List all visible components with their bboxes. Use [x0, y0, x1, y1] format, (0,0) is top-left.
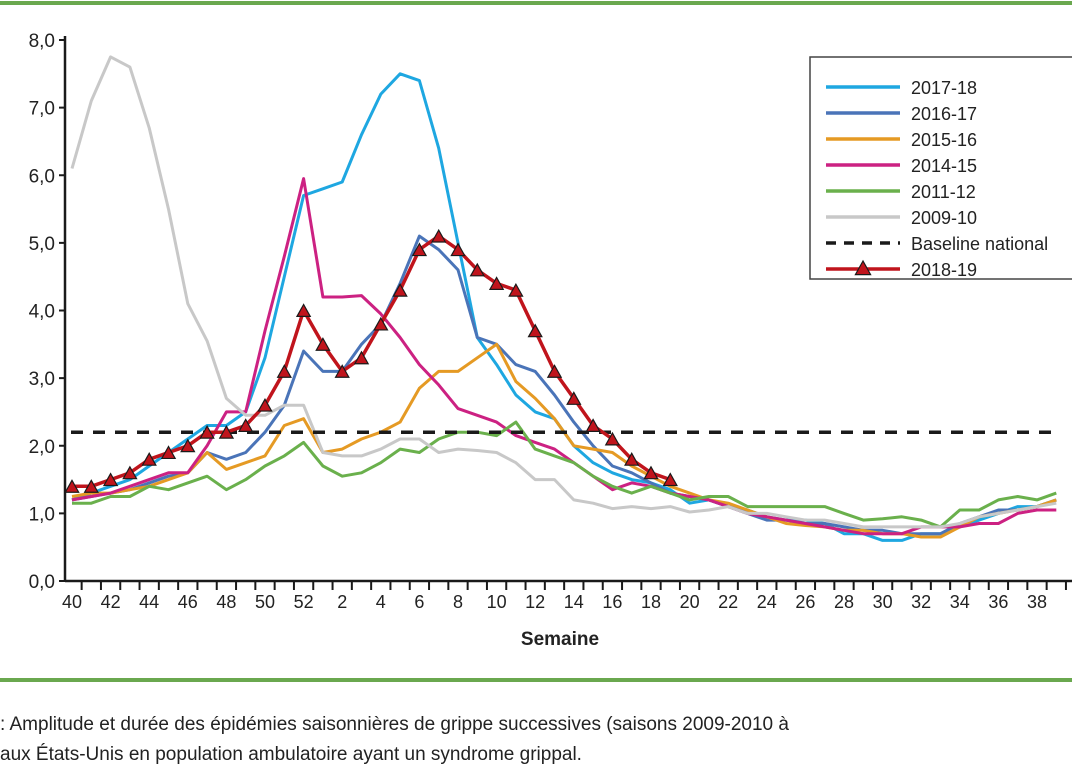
data-point-triangle — [546, 364, 563, 378]
y-tick-label: 3,0 — [29, 369, 55, 390]
x-tick-label: 8 — [453, 592, 463, 612]
y-tick-label: 6,0 — [29, 166, 55, 187]
x-tick-label: 12 — [525, 592, 545, 612]
legend-label: 2017-18 — [911, 78, 977, 98]
x-tick-label: 50 — [255, 592, 275, 612]
legend-label: 2016-17 — [911, 104, 977, 124]
data-point-triangle — [64, 479, 80, 493]
data-point-triangle — [218, 424, 235, 439]
x-tick-label: 28 — [834, 592, 854, 612]
x-tick-label: 42 — [101, 592, 121, 612]
data-point-triangle — [508, 282, 524, 297]
top-rule — [0, 1, 1072, 5]
data-point-triangle — [102, 472, 119, 487]
bottom-rule — [0, 678, 1072, 682]
series-2015-16 — [71, 342, 1057, 539]
series-2016-17 — [71, 234, 1057, 536]
y-tick-label: 4,0 — [29, 302, 55, 323]
data-point-triangle — [141, 452, 157, 466]
y-tick-label: 7,0 — [29, 99, 55, 120]
x-tick-label: 4 — [376, 592, 386, 612]
data-point-triangle — [662, 472, 678, 487]
x-tick-label: 6 — [414, 592, 424, 612]
x-tick-label: 20 — [680, 592, 700, 612]
series-2011-12 — [72, 420, 1057, 529]
legend-label: Baseline national — [911, 234, 1048, 254]
data-point-triangle — [585, 418, 601, 432]
y-tick-label: 0,0 — [29, 572, 55, 593]
x-tick-label: 46 — [178, 592, 198, 612]
data-point-triangle — [373, 316, 389, 331]
x-tick-label: 30 — [873, 592, 893, 612]
legend-label: 2018-19 — [911, 260, 977, 280]
data-point-triangle — [83, 479, 99, 493]
data-point-triangle — [450, 242, 466, 257]
data-point-triangle — [488, 276, 505, 290]
data-point-triangle — [315, 337, 331, 351]
x-tick-label: 48 — [216, 592, 236, 612]
series-line — [72, 234, 671, 489]
x-tick-label: 52 — [294, 592, 314, 612]
data-point-triangle — [624, 452, 640, 466]
data-point-triangle — [527, 323, 543, 338]
x-tick-label: 14 — [564, 592, 584, 612]
x-tick-label: 36 — [988, 592, 1008, 612]
data-point-triangle — [411, 242, 428, 257]
data-point-triangle — [180, 438, 196, 453]
data-point-triangle — [469, 262, 485, 277]
y-tick-label: 5,0 — [29, 234, 55, 255]
x-tick-label: 38 — [1027, 592, 1047, 612]
data-point-triangle — [431, 228, 447, 243]
caption-line-1: : Amplitude et durée des épidémies saiso… — [0, 714, 789, 735]
x-tick-label: 44 — [139, 592, 159, 612]
series-line — [72, 420, 1057, 529]
y-tick-label: 2,0 — [29, 437, 55, 458]
legend-label: 2011-12 — [911, 182, 976, 202]
y-tick-label: 8,0 — [29, 31, 55, 52]
x-tick-label: 34 — [950, 592, 970, 612]
series-line — [71, 234, 1057, 536]
data-point-triangle — [643, 465, 659, 480]
caption-line-2: aux États-Unis en population ambulatoire… — [0, 744, 582, 765]
data-point-triangle — [160, 445, 177, 460]
series-2009-10 — [70, 55, 1057, 529]
x-tick-label: 40 — [62, 592, 82, 612]
legend-triangle-icon — [854, 259, 872, 276]
x-tick-label: 26 — [795, 592, 815, 612]
series-line — [71, 342, 1057, 539]
series-2014-15 — [71, 177, 1057, 536]
data-point-triangle — [295, 303, 312, 317]
legend-label: 2015-16 — [911, 130, 977, 150]
x-tick-label: 10 — [487, 592, 507, 612]
data-point-triangle — [238, 418, 254, 432]
data-point-triangle — [353, 350, 370, 365]
legend-label: 2009-10 — [911, 208, 977, 228]
series-line — [71, 177, 1057, 536]
series-line — [70, 55, 1057, 529]
data-point-triangle — [276, 364, 292, 378]
data-point-triangle — [604, 431, 621, 446]
data-point-triangle — [199, 424, 215, 439]
influenza-chart: 0,01,02,03,04,05,06,07,08,040 42 44 46 48 50 5… — [29, 31, 1072, 650]
legend: 2017-18 2016-17 2015-16 2014-15 2011-12 2009-… — [809, 56, 1072, 280]
data-point-triangle — [257, 397, 273, 412]
x-tick-label: 2 — [337, 592, 347, 612]
x-axis-title: Semaine — [521, 629, 599, 650]
data-point-triangle — [566, 391, 582, 405]
series-2018-19 — [64, 228, 678, 493]
x-tick-label: 24 — [757, 592, 777, 612]
data-point-triangle — [334, 364, 350, 378]
x-tick-label: 16 — [602, 592, 622, 612]
data-point-triangle — [392, 282, 408, 297]
x-tick-label: 18 — [641, 592, 661, 612]
legend-box — [809, 56, 1072, 280]
legend-label: 2014-15 — [911, 156, 977, 176]
data-point-triangle — [122, 465, 138, 480]
x-tick-label: 32 — [911, 592, 931, 612]
x-tick-label: 22 — [718, 592, 738, 612]
y-tick-label: 1,0 — [29, 504, 55, 525]
